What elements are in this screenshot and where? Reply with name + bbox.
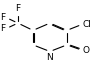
Text: N: N (47, 53, 53, 62)
Text: O: O (83, 46, 90, 55)
Text: F: F (15, 4, 20, 13)
Text: F: F (1, 13, 6, 22)
Text: F: F (1, 24, 6, 33)
Text: Cl: Cl (83, 20, 92, 29)
